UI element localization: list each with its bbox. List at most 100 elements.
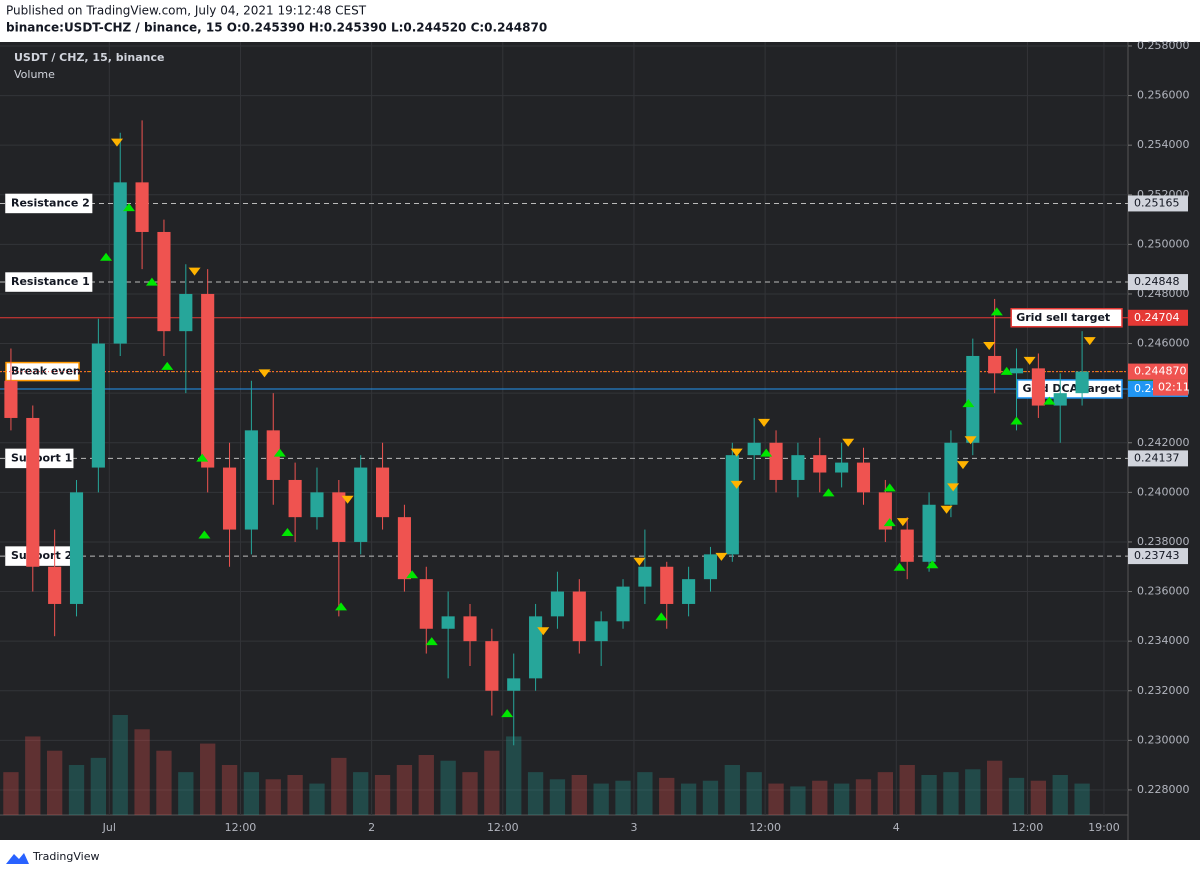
buy-marker bbox=[198, 530, 211, 539]
sell-marker bbox=[947, 483, 960, 492]
candle-body bbox=[419, 579, 433, 629]
candle-body bbox=[550, 591, 564, 617]
candle-body bbox=[1075, 371, 1089, 394]
volume-bar bbox=[724, 765, 740, 815]
sell-marker bbox=[633, 557, 646, 566]
buy-marker bbox=[145, 277, 158, 286]
buy-marker bbox=[100, 252, 113, 261]
candle-body bbox=[397, 517, 411, 580]
buy-marker bbox=[926, 560, 939, 569]
x-tick-label: 3 bbox=[630, 821, 637, 834]
candle-body bbox=[1053, 393, 1067, 406]
buy-marker bbox=[883, 518, 896, 527]
level-label-box bbox=[5, 193, 93, 214]
buy-marker bbox=[962, 399, 975, 408]
volume-bar bbox=[593, 783, 609, 815]
volume-bar bbox=[90, 757, 107, 815]
candle-body bbox=[922, 504, 936, 562]
sell-marker bbox=[983, 342, 996, 351]
price-tag bbox=[1128, 548, 1188, 565]
volume-bar bbox=[353, 772, 369, 815]
volume-bar bbox=[1030, 780, 1047, 815]
candle-body bbox=[48, 566, 62, 604]
buy-marker bbox=[161, 361, 174, 370]
candle-body bbox=[201, 293, 215, 468]
volume-bar bbox=[1074, 783, 1090, 815]
volume-bar bbox=[156, 750, 172, 815]
candle-body bbox=[1031, 368, 1045, 406]
sell-marker bbox=[842, 438, 855, 447]
volume-bar bbox=[571, 775, 587, 815]
volume-bar bbox=[331, 757, 347, 815]
candle-body bbox=[769, 442, 783, 480]
buy-marker bbox=[760, 448, 773, 457]
volume-bar bbox=[462, 772, 478, 815]
buy-marker bbox=[273, 448, 286, 457]
buy-marker bbox=[893, 562, 906, 571]
candle-body bbox=[441, 616, 455, 629]
x-tick-label: 4 bbox=[893, 821, 900, 834]
volume-bar bbox=[680, 783, 697, 815]
header-bg bbox=[0, 0, 1200, 42]
y-tick-label: 0.236000 bbox=[1137, 585, 1190, 598]
volume-bar bbox=[440, 760, 456, 815]
x-tick-label: 12:00 bbox=[749, 821, 781, 834]
volume-bar bbox=[25, 736, 41, 815]
logo[interactable]: TradingView bbox=[6, 850, 99, 864]
sell-marker bbox=[537, 627, 550, 636]
y-tick-label: 0.258000 bbox=[1137, 39, 1190, 52]
candle-body bbox=[856, 462, 871, 493]
level-label-box bbox=[1010, 308, 1123, 328]
sell-marker bbox=[940, 505, 953, 514]
candle-body bbox=[113, 182, 127, 344]
candle-body bbox=[179, 293, 193, 332]
footer-bg bbox=[0, 840, 1200, 875]
level-label: Support 1 bbox=[11, 451, 72, 464]
buy-marker bbox=[1043, 396, 1056, 405]
candle-body bbox=[725, 455, 739, 555]
volume-bar bbox=[68, 765, 85, 815]
volume-bar bbox=[287, 775, 303, 815]
candle-body bbox=[594, 621, 608, 642]
volume-bar bbox=[702, 780, 719, 815]
candle-body bbox=[1009, 368, 1024, 374]
volume-bar bbox=[309, 783, 325, 815]
price-tag-label: 0.25165 bbox=[1134, 196, 1180, 209]
volume-bar bbox=[943, 772, 959, 815]
buy-marker bbox=[883, 483, 896, 492]
buy-marker bbox=[822, 488, 835, 497]
volume-bar bbox=[1052, 775, 1068, 815]
buy-marker bbox=[281, 528, 294, 537]
x-tick-label: Jul bbox=[102, 821, 116, 834]
level-label: Support 2 bbox=[11, 549, 72, 562]
volume-bar bbox=[200, 743, 216, 815]
candle-body bbox=[485, 641, 499, 691]
sell-marker bbox=[956, 461, 969, 470]
level-label: Grid sell target bbox=[1016, 311, 1110, 324]
sell-marker bbox=[258, 369, 271, 378]
sell-marker bbox=[188, 267, 201, 276]
countdown: 02:11 bbox=[1158, 381, 1190, 394]
sell-marker bbox=[341, 495, 354, 504]
y-tick-label: 0.250000 bbox=[1137, 237, 1190, 250]
candle-body bbox=[354, 467, 368, 542]
y-tick-label: 0.234000 bbox=[1137, 634, 1190, 647]
volume-bar bbox=[987, 760, 1003, 815]
candle-body bbox=[747, 442, 761, 456]
chart-title: USDT / CHZ, 15, binance bbox=[14, 51, 164, 64]
volume-bar bbox=[243, 772, 260, 815]
volume-bar bbox=[965, 769, 981, 815]
volume-bar bbox=[396, 765, 413, 815]
candle-body bbox=[463, 616, 477, 642]
volume-bar bbox=[790, 786, 806, 815]
y-tick-label: 0.240000 bbox=[1137, 485, 1190, 498]
candle-body bbox=[266, 430, 280, 480]
x-tick-label: 12:00 bbox=[487, 821, 519, 834]
candle-body bbox=[529, 616, 543, 679]
candle-body bbox=[222, 467, 237, 530]
level-label: Resistance 2 bbox=[11, 196, 90, 209]
volume-bar bbox=[921, 775, 937, 815]
level-label-box bbox=[5, 272, 93, 292]
sell-marker bbox=[730, 448, 743, 457]
